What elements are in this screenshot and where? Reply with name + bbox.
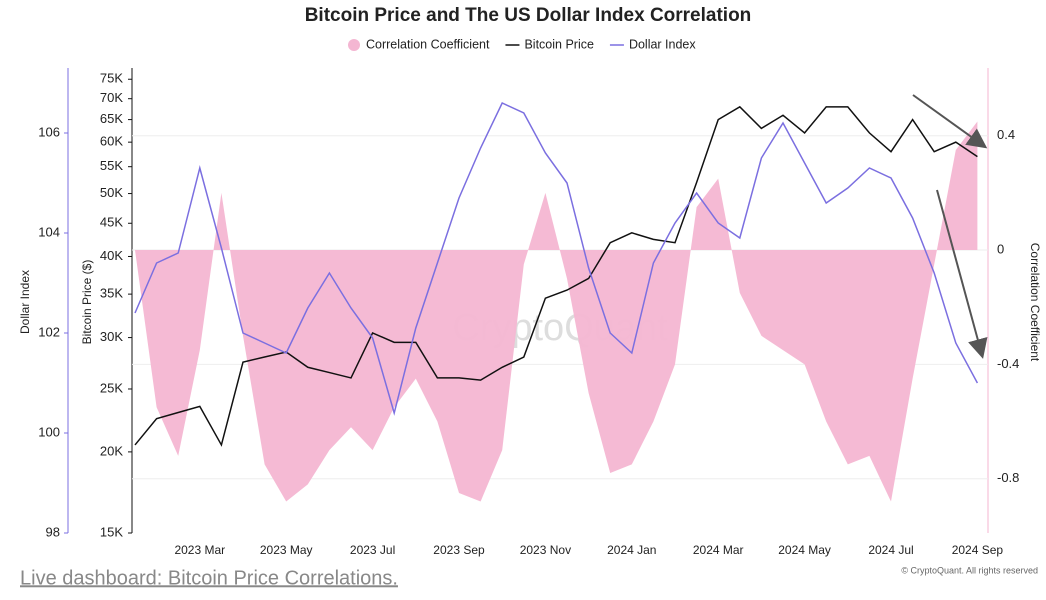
y3-tick-label: 60K bbox=[100, 134, 123, 149]
legend-label: Bitcoin Price bbox=[524, 37, 594, 51]
x-tick-label: 2024 Jan bbox=[607, 543, 656, 557]
x-tick-label: 2023 Nov bbox=[520, 543, 571, 557]
x-tick-label: 2024 May bbox=[778, 543, 831, 557]
y-tick-label: 104 bbox=[38, 224, 60, 239]
y-tick-label: 106 bbox=[38, 124, 60, 139]
y-tick-label: 100 bbox=[38, 424, 60, 439]
x-tick-label: 2024 Jul bbox=[868, 543, 913, 557]
y2-tick-label: -0.4 bbox=[997, 356, 1019, 371]
y3-tick-label: 65K bbox=[100, 111, 123, 126]
chart-title: Bitcoin Price and The US Dollar Index Co… bbox=[305, 5, 752, 26]
legend-item: Bitcoin Price bbox=[505, 37, 594, 51]
y3-tick-label: 40K bbox=[100, 248, 123, 263]
y3-tick-label: 15K bbox=[100, 524, 123, 539]
trend-arrow bbox=[912, 94, 988, 149]
x-tick-label: 2023 Mar bbox=[174, 543, 225, 557]
y3-tick-label: 35K bbox=[100, 286, 123, 301]
y3-tick-label: 25K bbox=[100, 380, 123, 395]
y2-tick-label: -0.8 bbox=[997, 470, 1019, 485]
y-tick-label: 102 bbox=[38, 324, 60, 339]
line bbox=[134, 105, 978, 447]
x-tick-label: 2024 Sep bbox=[952, 543, 1004, 557]
legend-label: Dollar Index bbox=[629, 37, 696, 51]
x-tick-label: 2023 May bbox=[260, 543, 313, 557]
x-tick-label: 2023 Jul bbox=[350, 543, 395, 557]
y3-tick-label: 70K bbox=[100, 90, 123, 105]
credit: © CryptoQuant. All rights reserved bbox=[901, 565, 1038, 575]
y3-tick-label: 30K bbox=[100, 329, 123, 344]
dashboard-link[interactable]: Live dashboard: Bitcoin Price Correlatio… bbox=[20, 567, 398, 589]
x-tick-label: 2024 Mar bbox=[693, 543, 744, 557]
x-tick-label: 2023 Sep bbox=[433, 543, 485, 557]
legend-swatch bbox=[348, 39, 360, 51]
y3-tick-label: 45K bbox=[100, 215, 123, 230]
line bbox=[134, 102, 979, 416]
y2-tick-label: 0 bbox=[997, 241, 1004, 256]
legend-item: Correlation Coefficient bbox=[348, 37, 490, 51]
y-tick-label: 98 bbox=[46, 524, 60, 539]
y2-tick-label: 0.4 bbox=[997, 127, 1015, 142]
legend-label: Correlation Coefficient bbox=[366, 37, 490, 51]
y3-tick-label: 20K bbox=[100, 443, 123, 458]
y-axis-label: Dollar Index bbox=[18, 270, 32, 334]
y3-tick-label: 55K bbox=[100, 158, 123, 173]
area bbox=[135, 121, 978, 502]
y3-tick-label: 75K bbox=[100, 71, 123, 86]
legend-item: Dollar Index bbox=[609, 37, 696, 51]
y2-axis-label: Correlation Coefficient bbox=[1028, 243, 1042, 362]
plot-area bbox=[132, 102, 988, 502]
y3-axis-label: Bitcoin Price ($) bbox=[80, 260, 94, 345]
y3-tick-label: 50K bbox=[100, 185, 123, 200]
trend-arrow bbox=[936, 189, 988, 359]
